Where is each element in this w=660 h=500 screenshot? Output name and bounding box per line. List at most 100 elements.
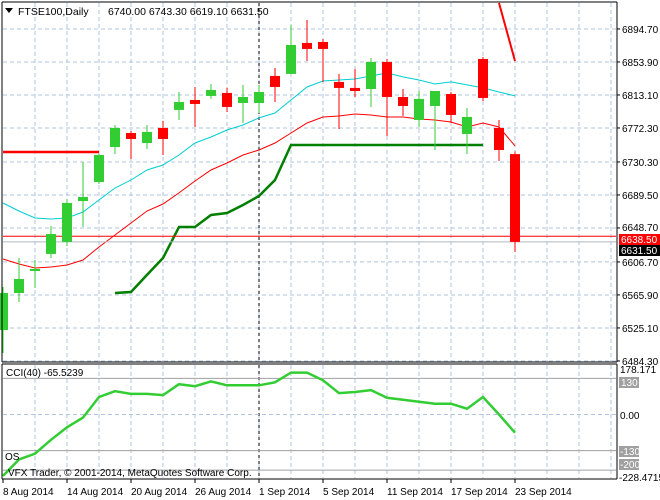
candle-body	[14, 279, 24, 293]
candle-body	[142, 131, 152, 144]
candle-body	[158, 127, 168, 139]
candle-body	[62, 202, 72, 242]
candle-bullish[interactable]	[286, 24, 296, 74]
candle-body	[78, 196, 88, 202]
bid-label-box	[619, 234, 660, 245]
candle-bearish[interactable]	[334, 73, 344, 129]
candle-bullish[interactable]	[78, 161, 88, 227]
candle-bearish[interactable]	[494, 119, 504, 161]
candle-body	[478, 58, 488, 98]
candle-body	[398, 96, 408, 106]
cci-level-low-label: -130	[620, 447, 640, 458]
copyright-text: VFX Trader, © 2001-2014, MetaQuotes Soft…	[8, 468, 252, 479]
candle-body	[430, 91, 440, 106]
cci-line	[2, 371, 516, 477]
candle-bullish[interactable]	[94, 153, 104, 185]
candle-bullish[interactable]	[46, 225, 56, 258]
overlay-text: OS	[5, 452, 20, 463]
candle-body	[30, 268, 40, 271]
date-tick-label: 23 Sep 2014	[515, 487, 572, 498]
candle-body	[446, 93, 456, 115]
candle-body	[0, 292, 8, 331]
ma-slow-line	[2, 113, 516, 269]
candle-body	[286, 44, 296, 74]
candle-bullish[interactable]	[414, 91, 424, 128]
price-tick-label: 6730.30	[622, 158, 659, 169]
cci-label: CCI(40) -65.5239	[6, 368, 84, 379]
candle-bearish[interactable]	[446, 91, 456, 123]
candle-bearish[interactable]	[270, 67, 280, 103]
symbol-timeframe: FTSE100,Daily	[18, 6, 89, 18]
candle-bearish[interactable]	[302, 19, 312, 61]
candle-bearish[interactable]	[222, 87, 232, 112]
cci-max-label: 178.171	[620, 365, 657, 376]
candle-bullish[interactable]	[110, 124, 120, 154]
date-tick-label: 14 Aug 2014	[67, 487, 124, 498]
candle-bearish[interactable]	[158, 120, 168, 155]
candle-body	[46, 234, 56, 254]
candle-bullish[interactable]	[206, 83, 216, 99]
price-axis: 6894.70 6853.90 6813.10 6772.30 6730.30 6689.…	[617, 25, 660, 368]
date-axis: 8 Aug 2014 14 Aug 2014 20 Aug 2014 26 Aug 2…	[2, 479, 572, 498]
candle-body	[254, 91, 264, 103]
candle-bearish[interactable]	[126, 130, 136, 159]
candle-bullish[interactable]	[0, 287, 8, 354]
ma-fast-line	[2, 72, 516, 220]
date-tick-label: 1 Sep 2014	[259, 487, 311, 498]
candle-bearish[interactable]	[398, 88, 408, 117]
candle-bullish[interactable]	[30, 259, 40, 288]
trailing-stop-line	[114, 143, 483, 295]
candle-bearish[interactable]	[478, 56, 488, 101]
price-tick-label: 6689.50	[622, 191, 659, 202]
candle-body	[206, 89, 216, 96]
candle-bullish[interactable]	[142, 124, 152, 150]
candle-bullish[interactable]	[174, 91, 184, 120]
candle-body	[318, 41, 328, 49]
cci-axis: 178.171 130 0.00 -130 -200 -228.4715	[619, 365, 660, 484]
candle-bearish[interactable]	[510, 151, 520, 252]
candle-body	[126, 132, 136, 139]
date-tick-label: 20 Aug 2014	[131, 487, 188, 498]
price-tick-label: 6484.30	[622, 357, 659, 368]
price-tick-label: 6813.10	[622, 91, 659, 102]
bid-label: 6638.50	[621, 235, 658, 246]
candle-body	[382, 61, 392, 97]
candle-bullish[interactable]	[62, 198, 72, 246]
ohlc-readout: 6740.00 6743.30 6619.10 6631.50	[108, 6, 269, 18]
candle-body	[270, 75, 280, 87]
candle-bullish[interactable]	[366, 58, 376, 107]
candle-bearish[interactable]	[190, 86, 200, 128]
candle-bullish[interactable]	[14, 257, 24, 302]
candle-body	[494, 127, 504, 150]
candles[interactable]	[0, 19, 520, 354]
cci-level-extra-label: -200	[620, 460, 640, 471]
chart-menu-triangle-icon[interactable]	[5, 8, 13, 13]
price-tick-label: 6648.70	[622, 223, 659, 234]
last-price-label: 6631.50	[621, 246, 658, 257]
candle-body	[334, 81, 344, 88]
candle-body	[94, 154, 104, 183]
candle-bullish[interactable]	[430, 91, 440, 150]
cci-level-extra-box	[619, 459, 639, 470]
cci-level-high-box	[619, 377, 639, 388]
candle-body	[238, 96, 248, 103]
cci-zero-label: 0.00	[620, 411, 640, 422]
candle-bearish[interactable]	[318, 38, 328, 82]
price-tick-label: 6853.90	[622, 58, 659, 69]
cci-series	[2, 371, 516, 477]
candle-body	[222, 92, 232, 107]
date-tick-label: 17 Sep 2014	[451, 487, 508, 498]
price-tick-label: 6894.70	[622, 25, 659, 36]
candle-bullish[interactable]	[462, 107, 472, 154]
candle-bullish[interactable]	[238, 84, 248, 123]
candle-bearish[interactable]	[382, 58, 392, 136]
candle-bullish[interactable]	[254, 84, 264, 114]
candle-body	[190, 99, 200, 104]
candle-bearish[interactable]	[350, 69, 360, 97]
candle-body	[414, 98, 424, 120]
candle-body	[510, 154, 520, 242]
cci-grid	[3, 365, 616, 478]
price-tick-label: 6525.10	[622, 324, 659, 335]
candle-body	[174, 102, 184, 110]
